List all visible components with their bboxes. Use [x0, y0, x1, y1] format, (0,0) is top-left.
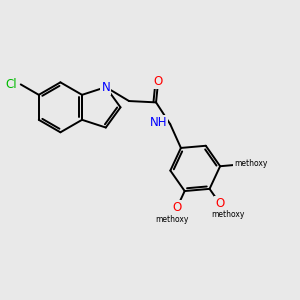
Text: O: O	[172, 201, 182, 214]
Text: O: O	[234, 158, 243, 171]
Text: O: O	[154, 75, 163, 88]
Text: methoxy: methoxy	[211, 210, 244, 219]
Text: methoxy: methoxy	[155, 215, 188, 224]
Text: NH: NH	[150, 116, 167, 129]
Text: Cl: Cl	[5, 78, 16, 91]
Text: O: O	[215, 197, 225, 210]
Text: methoxy: methoxy	[235, 159, 268, 168]
Text: N: N	[101, 81, 110, 94]
